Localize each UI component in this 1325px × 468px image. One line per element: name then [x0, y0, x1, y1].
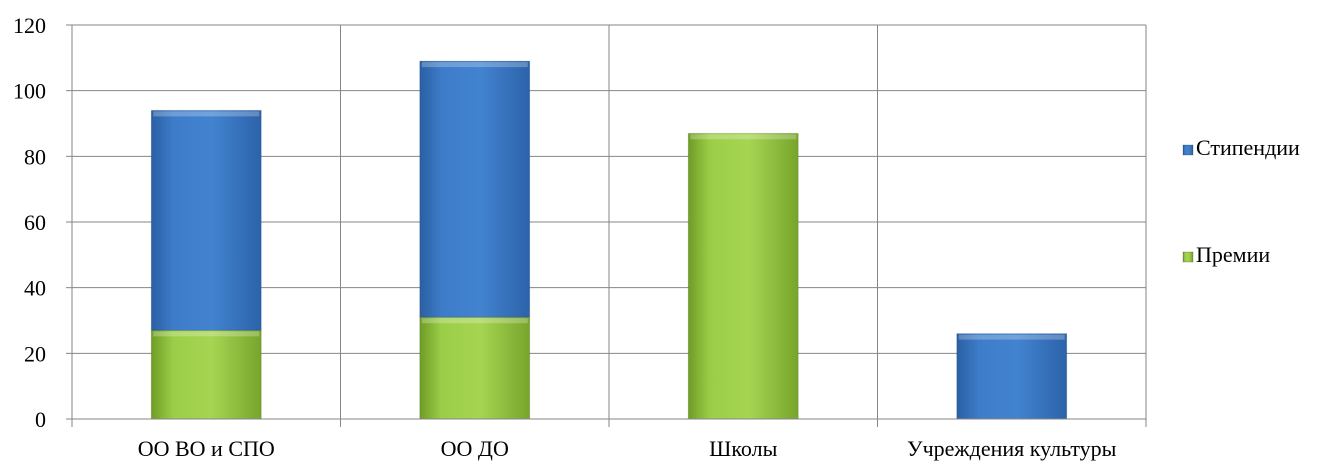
x-category-label: Учреждения культуры — [907, 436, 1117, 461]
legend-item: Стипендии — [1182, 135, 1300, 160]
y-tick-label: 0 — [35, 407, 46, 432]
bar-segment-stipendii — [419, 60, 531, 318]
bar-segment-highlight — [421, 318, 528, 324]
bar-segment-highlight — [153, 331, 260, 337]
bar-segment-body — [151, 330, 262, 419]
bar-segment-outline — [150, 109, 262, 331]
y-tick-label: 20 — [24, 341, 46, 366]
bar-segment-premii — [150, 329, 262, 420]
bars — [150, 60, 1068, 420]
legend-item: Премии — [1182, 242, 1270, 267]
bar-segment-outline — [419, 60, 531, 318]
legend-label: Стипендии — [1196, 135, 1300, 160]
y-tick-label: 60 — [24, 210, 46, 235]
bar-segment-body — [419, 61, 530, 318]
legend-swatch — [1182, 144, 1194, 156]
axes: 0 20 40 60 80 100 120 ОО ВО и СПО ОО ДО Школы Учре… — [13, 13, 1147, 461]
y-tick-label: 120 — [13, 13, 46, 38]
bar-segment-body — [956, 333, 1067, 419]
bar-segment-highlight — [690, 134, 797, 140]
y-tick-label: 80 — [24, 144, 46, 169]
bar-segment-premii — [687, 132, 799, 420]
x-category-label: ОО ВО и СПО — [138, 436, 275, 461]
bar-segment-stipendii — [956, 333, 1068, 420]
y-tick-label: 40 — [24, 276, 46, 301]
bar-segment-stipendii — [150, 109, 262, 331]
bar-segment-highlight — [958, 334, 1065, 340]
legend: Стипендии Премии — [1182, 135, 1300, 267]
bar-segment-highlight — [153, 111, 260, 117]
bar-segment-body — [419, 317, 530, 419]
x-category-label: ОО ДО — [441, 436, 509, 461]
bar-segment-body — [688, 133, 799, 419]
legend-label: Премии — [1196, 242, 1270, 267]
bar-segment-premii — [419, 316, 531, 420]
bar-segment-body — [151, 110, 262, 331]
x-category-label: Школы — [709, 436, 777, 461]
legend-swatch — [1182, 251, 1194, 263]
bar-segment-highlight — [421, 62, 528, 68]
y-tick-label: 100 — [13, 79, 46, 104]
